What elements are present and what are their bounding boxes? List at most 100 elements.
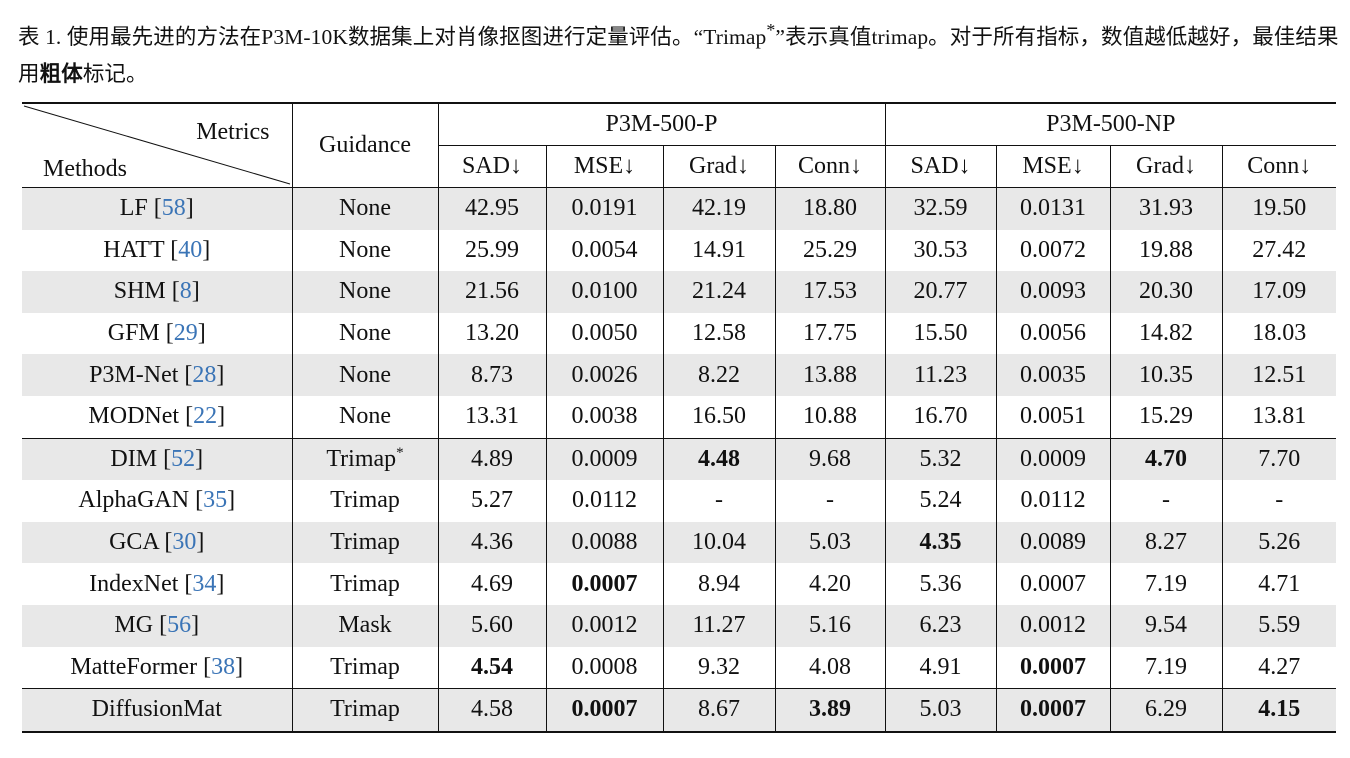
table-row: DIM [52] Trimap* 4.89 0.0009 4.48 9.68 5.32 0.0…: [22, 438, 1337, 481]
value-cell: 0.0093: [996, 271, 1111, 313]
caption-middle: ”表示真值trimap。对于所有指标，数值越低越好，最佳结果用: [18, 25, 1339, 87]
value-cell: 4.91: [885, 646, 997, 689]
value-cell: 5.27: [438, 480, 547, 522]
citation-bracket-close: ]: [196, 529, 205, 556]
value-cell: 0.0112: [546, 480, 664, 522]
value-cell: 0.0131: [996, 187, 1111, 230]
table-row: GFM [29] None 13.20 0.0050 12.58 17.75 15.50 0.…: [22, 312, 1336, 355]
citation-link[interactable]: 35: [203, 487, 228, 514]
value-cell: 4.35: [885, 521, 997, 564]
value-cell: 21.56: [438, 271, 547, 313]
value-cell: 11.27: [663, 604, 776, 647]
citation-link[interactable]: 28: [192, 361, 217, 388]
value-cell: 13.31: [438, 395, 547, 439]
method-name: SHM: [113, 278, 166, 305]
method-cell: GCA [30]: [22, 521, 293, 564]
value-cell: 4.27: [1258, 653, 1301, 680]
value-cell: 42.95: [438, 187, 547, 230]
value-cell: 0.0009: [996, 438, 1111, 481]
col-header-grad-np: Grad↓: [1110, 145, 1223, 188]
value-cell: 3.89: [775, 688, 886, 732]
citation-bracket-close: ]: [235, 653, 244, 680]
value-cell: 0.0007: [996, 688, 1111, 732]
value-cell: 0.0191: [546, 187, 664, 230]
table-row: LF [58] None 42.95 0.0191 42.19 18.80 32.59 0.0…: [22, 187, 1337, 230]
value-cell: 27.42: [1252, 236, 1307, 263]
method-name: MatteFormer: [70, 653, 198, 680]
col-header-sad-np: SAD↓: [885, 145, 997, 188]
value-cell: 32.59: [885, 187, 997, 230]
citation-bracket-open: [: [159, 320, 174, 347]
citation-bracket-close: ]: [216, 361, 225, 388]
method-name: GCA: [109, 529, 159, 556]
value-cell: 5.60: [438, 604, 547, 647]
citation-link[interactable]: 34: [192, 570, 217, 597]
citation-bracket-open: [: [178, 361, 193, 388]
method-name: HATT: [103, 236, 165, 263]
value-cell: 12.58: [663, 312, 776, 355]
value-cell: 5.16: [775, 604, 886, 647]
method-name: IndexNet: [89, 570, 179, 597]
citation-link[interactable]: 29: [173, 320, 198, 347]
citation-link[interactable]: 40: [178, 236, 203, 263]
value-cell: 7.19: [1110, 563, 1223, 605]
value-cell: 25.29: [775, 229, 886, 272]
results-table: Metrics Methods Guidance P3M-500-P P3M-5…: [22, 102, 1337, 733]
citation-link[interactable]: 30: [172, 529, 197, 556]
value-cell: 13.20: [438, 312, 547, 355]
value-cell: 25.99: [438, 229, 547, 272]
citation-bracket-open: [: [178, 570, 193, 597]
ground-truth-star: *: [396, 445, 404, 462]
value-cell: 11.23: [885, 354, 997, 396]
value-cell: 10.04: [663, 521, 776, 564]
value-cell: 10.88: [775, 395, 886, 439]
citation-bracket-open: [: [164, 236, 179, 263]
method-name: LF: [119, 195, 148, 222]
guidance-cell: Trimap*: [292, 438, 439, 481]
value-cell: 0.0012: [996, 604, 1111, 647]
value-cell: 0.0054: [546, 229, 664, 272]
header-row-metrics: SAD↓ MSE↓ Grad↓ Conn↓ SAD↓ MSE↓ Grad↓ Co…: [22, 145, 1336, 188]
method-cell: HATT [40]: [22, 229, 293, 272]
citation-link[interactable]: 22: [193, 403, 218, 430]
method-cell: MatteFormer [38]: [22, 646, 293, 689]
method-cell: AlphaGAN [35]: [22, 480, 293, 522]
citation-link[interactable]: 52: [171, 445, 196, 472]
table-row: GCA [30] Trimap 4.36 0.0088 10.04 5.03 4.35 0.0…: [22, 521, 1337, 564]
caption-star: *: [766, 20, 776, 40]
value-cell: 30.53: [885, 229, 997, 272]
table-row: IndexNet [34] Trimap 4.69 0.0007 8.94 4.20 5.3…: [22, 563, 1336, 605]
value-cell: 6.23: [885, 604, 997, 647]
value-cell: 5.03: [885, 688, 997, 732]
table-row: MG [56] Mask 5.60 0.0012 11.27 5.16 6.23 0.0012…: [22, 604, 1337, 647]
citation-bracket-open: [: [157, 445, 172, 472]
header-row-groups: Metrics Methods Guidance P3M-500-P P3M-5…: [22, 103, 1337, 188]
citation-bracket-open: [: [147, 195, 162, 222]
guidance-cell: Trimap: [292, 521, 439, 564]
citation-link[interactable]: 38: [211, 653, 236, 680]
col-header-conn-p: Conn↓: [775, 145, 886, 188]
value-cell: 4.89: [438, 438, 547, 481]
value-cell: 0.0007: [996, 646, 1111, 689]
value-cell: 42.19: [663, 187, 776, 230]
citation-bracket-open: [: [197, 653, 212, 680]
value-cell: 5.03: [775, 521, 886, 564]
table-row: SHM [8] None 21.56 0.0100 21.24 17.53 20.77 0.0…: [22, 271, 1337, 313]
method-cell: GFM [29]: [22, 312, 293, 355]
method-name: GFM: [107, 320, 160, 347]
value-cell: 0.0072: [996, 229, 1111, 272]
value-cell: 0.0012: [546, 604, 664, 647]
value-cell: 7.70: [1222, 438, 1337, 481]
value-cell: 4.15: [1222, 688, 1337, 732]
citation-link[interactable]: 56: [167, 612, 192, 639]
value-cell: 6.29: [1110, 688, 1223, 732]
value-cell: 0.0112: [996, 480, 1111, 522]
value-cell: 4.71: [1258, 570, 1301, 597]
citation-bracket-close: ]: [202, 236, 211, 263]
citation-link[interactable]: 8: [179, 278, 192, 305]
value-cell: 8.94: [663, 563, 776, 605]
method-cell: DiffusionMat: [22, 688, 293, 732]
value-cell: 5.24: [885, 480, 997, 522]
value-cell: -: [1275, 487, 1284, 514]
citation-link[interactable]: 58: [161, 195, 186, 222]
